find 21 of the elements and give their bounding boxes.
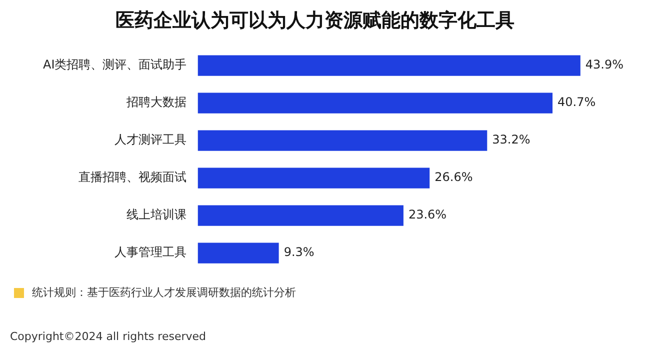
data-label: 26.6%	[434, 170, 473, 184]
bar	[198, 168, 430, 188]
data-label: 23.6%	[408, 208, 447, 222]
bar	[198, 242, 279, 264]
bar	[198, 55, 580, 76]
data-label: 40.7%	[558, 95, 596, 110]
bar	[198, 130, 488, 151]
text: Copyright©2024 all rights reserved	[10, 330, 206, 343]
y-tick-label: 招聘大数据	[126, 95, 187, 110]
data-label: 33.2%	[492, 132, 530, 147]
bar	[198, 92, 553, 114]
y-tick-label: 人才测评工具	[114, 132, 187, 147]
y-tick-label: AI类招聘、测评、面试助手	[43, 58, 187, 72]
data-label: 9.3%	[284, 245, 314, 260]
y-tick-label: 直播招聘、视频面试	[78, 170, 187, 184]
chart-title: 医药企业认为可以为人力资源赋能的数字化工具	[116, 9, 514, 32]
y-tick-label: 人事管理工具	[114, 245, 187, 260]
text: 统计规则：基于医药行业人才发展调研数据的统计分析	[32, 285, 296, 300]
bar	[198, 205, 404, 226]
data-label: 43.9%	[585, 58, 624, 72]
y-tick-label: 线上培训课	[126, 208, 187, 222]
